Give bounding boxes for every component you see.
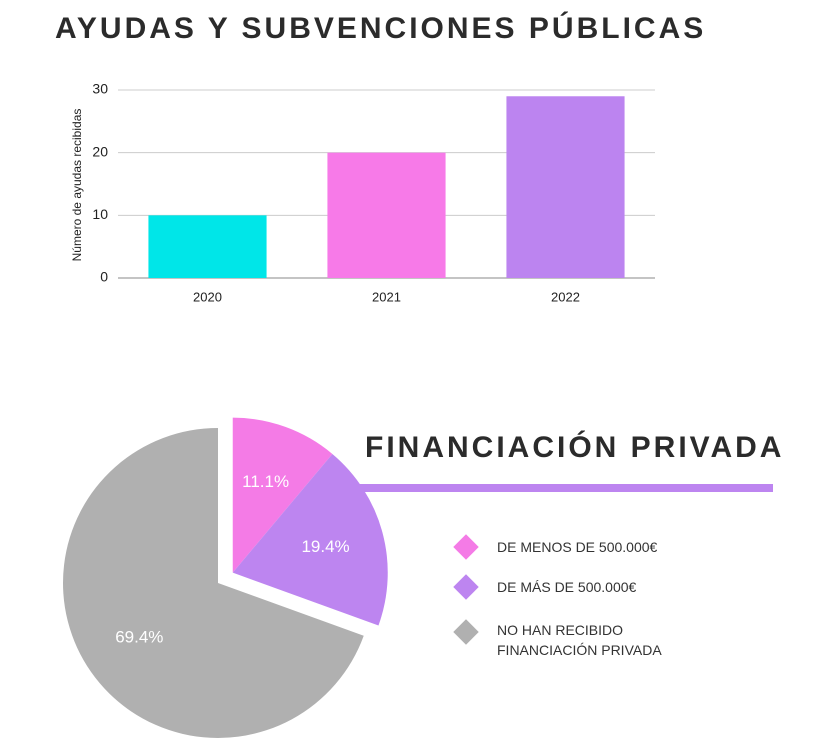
bar — [506, 96, 625, 279]
legend-swatch — [453, 574, 479, 600]
bar — [327, 152, 446, 278]
slice-label: 11.1% — [242, 472, 289, 491]
legend-label: NO HAN RECIBIDO FINANCIACIÓN PRIVADA — [497, 622, 662, 658]
pie-title: FINANCIACIÓN PRIVADA — [365, 430, 784, 464]
slice-label: 69.4% — [115, 628, 163, 647]
x-tick-label: 2021 — [372, 289, 401, 304]
title-underline — [355, 484, 773, 492]
y-tick-label: 10 — [92, 206, 108, 222]
y-tick-label: 30 — [92, 81, 108, 97]
legend-swatch — [453, 619, 479, 645]
legend-label: DE MÁS DE 500.000€ — [497, 579, 637, 595]
slice-label: 19.4% — [301, 537, 349, 556]
y-tick-label: 20 — [92, 143, 108, 159]
pie-slice — [232, 453, 388, 626]
pie-slice — [62, 428, 364, 739]
bar-title: AYUDAS Y SUBVENCIONES PÚBLICAS — [55, 11, 706, 45]
x-tick-label: 2022 — [551, 289, 580, 304]
pie-slice — [232, 417, 333, 573]
y-tick-label: 0 — [100, 269, 108, 285]
legend-label: DE MENOS DE 500.000€ — [497, 539, 658, 555]
legend-swatch — [453, 534, 479, 560]
y-axis-label: Número de ayudas recibidas — [70, 109, 84, 262]
x-tick-label: 2020 — [193, 289, 222, 304]
bar — [148, 215, 267, 278]
